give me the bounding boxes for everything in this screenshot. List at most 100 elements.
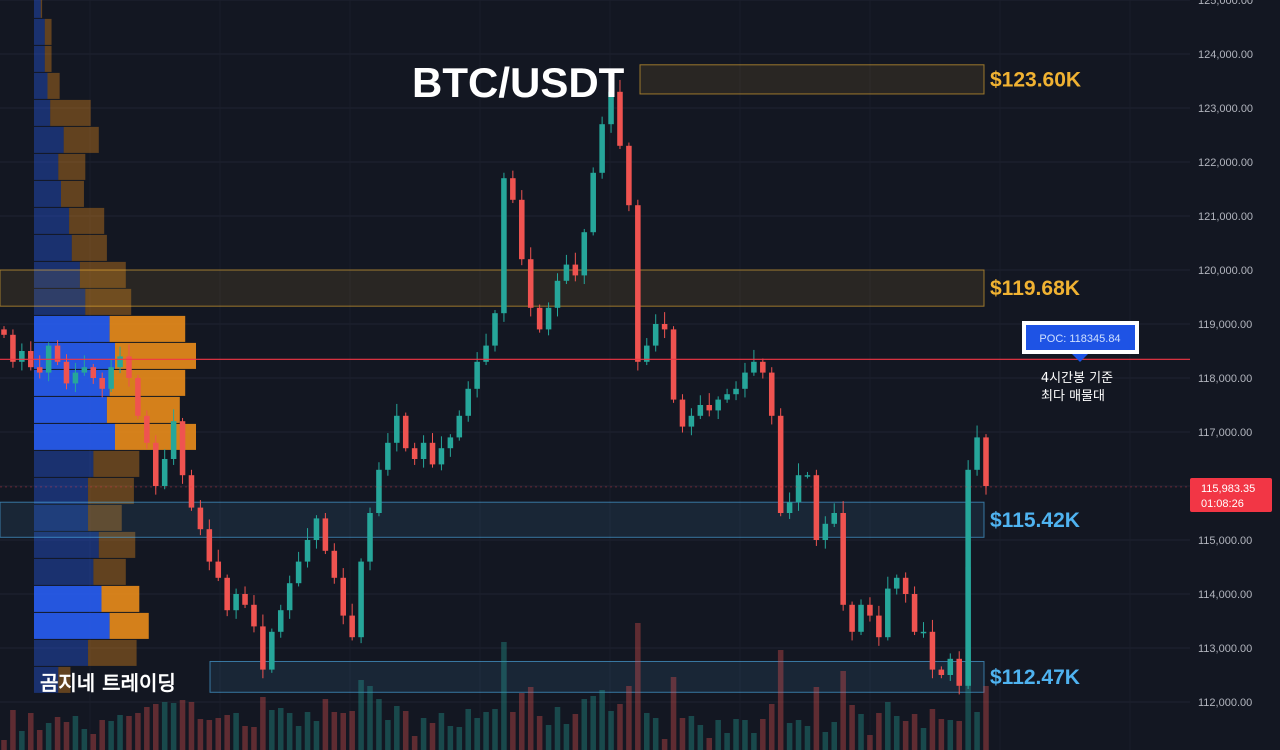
profile-sell-bar bbox=[93, 558, 126, 585]
y-tick-label: 118,000.00 bbox=[1198, 373, 1252, 385]
volume-bar bbox=[840, 671, 846, 750]
volume-bars bbox=[1, 567, 989, 750]
volume-bar bbox=[742, 720, 748, 750]
candle-body bbox=[402, 415, 409, 449]
volume-bar bbox=[277, 708, 284, 750]
candle-body bbox=[974, 437, 980, 470]
volume-bar bbox=[260, 697, 266, 750]
profile-sell-bar bbox=[44, 45, 52, 72]
volume-bar bbox=[599, 690, 605, 750]
volume-bar bbox=[269, 710, 275, 750]
profile-buy-bar bbox=[34, 180, 61, 207]
candle-body bbox=[751, 361, 757, 373]
y-tick-label: 124,000.00 bbox=[1198, 49, 1253, 61]
volume-bar bbox=[929, 709, 936, 750]
volume-bar bbox=[81, 729, 88, 750]
profile-sell-bar bbox=[79, 261, 126, 288]
candle-body bbox=[608, 91, 614, 125]
volume-bar bbox=[126, 716, 132, 750]
volume-bar bbox=[920, 728, 927, 750]
volume-bar bbox=[72, 716, 79, 750]
candle-body bbox=[715, 399, 721, 411]
profile-sell-bar bbox=[40, 0, 43, 18]
candle-body bbox=[36, 367, 43, 373]
volume-bar bbox=[215, 718, 222, 750]
profile-sell-bar bbox=[88, 504, 122, 531]
volume-bar bbox=[956, 721, 962, 750]
volume-bar bbox=[849, 705, 855, 750]
volume-bar bbox=[340, 713, 347, 750]
candle-body bbox=[233, 594, 239, 611]
candle-body bbox=[1, 329, 7, 335]
candle-body bbox=[63, 361, 70, 384]
candle-body bbox=[456, 415, 463, 438]
volume-bar bbox=[349, 711, 355, 750]
candle-body bbox=[429, 442, 436, 465]
volume-bar bbox=[563, 724, 570, 750]
candle-body bbox=[81, 367, 88, 373]
candle-body bbox=[126, 356, 132, 378]
volume-bar bbox=[19, 731, 25, 750]
candle-body bbox=[938, 669, 945, 675]
profile-sell-bar bbox=[85, 288, 132, 315]
candle-body bbox=[777, 415, 784, 513]
volume-bar bbox=[947, 720, 954, 750]
profile-sell-bar bbox=[58, 666, 71, 693]
candle-body bbox=[483, 345, 489, 362]
volume-bar bbox=[643, 713, 650, 750]
profile-buy-bar bbox=[34, 585, 102, 612]
volume-bar bbox=[536, 716, 543, 750]
volume-bar bbox=[635, 623, 641, 750]
volume-bar bbox=[313, 721, 320, 750]
profile-buy-bar bbox=[34, 369, 110, 396]
countdown-label: 01:08:26 bbox=[1201, 498, 1244, 510]
candle-body bbox=[572, 264, 579, 276]
y-tick-label: 121,000.00 bbox=[1198, 211, 1253, 223]
volume-bar bbox=[527, 687, 534, 750]
price-axis[interactable]: 125,000.00 124,000.00 123,000.00 122,000.00… bbox=[1198, 0, 1253, 709]
candle-body bbox=[286, 583, 293, 611]
candle-body bbox=[590, 172, 596, 233]
candle-body bbox=[519, 199, 525, 260]
candle-body bbox=[19, 351, 25, 362]
volume-bar bbox=[670, 677, 677, 750]
volume-bar bbox=[322, 699, 329, 750]
candle-body bbox=[385, 442, 391, 470]
candle-body bbox=[795, 475, 802, 503]
candle-body bbox=[956, 658, 962, 686]
profile-buy-bar bbox=[34, 558, 94, 585]
volume-bar bbox=[10, 710, 16, 750]
volume-bar bbox=[465, 709, 471, 750]
zone-box bbox=[209, 661, 985, 693]
volume-bar bbox=[420, 718, 427, 750]
zone-box bbox=[0, 269, 985, 307]
profile-sell-bar bbox=[101, 585, 140, 612]
candle-body bbox=[394, 415, 400, 443]
candle-body bbox=[117, 356, 123, 368]
candle-body bbox=[920, 631, 927, 634]
candle-body bbox=[322, 518, 329, 551]
profile-sell-bar bbox=[44, 18, 52, 45]
candle-body bbox=[902, 577, 909, 594]
volume-bar bbox=[911, 714, 918, 750]
volume-bar bbox=[938, 719, 945, 750]
profile-buy-bar bbox=[34, 450, 94, 477]
candle-body bbox=[465, 388, 471, 416]
candle-body bbox=[170, 421, 177, 459]
volume-bar bbox=[179, 700, 186, 750]
volume-bar bbox=[206, 720, 213, 750]
y-tick-label: 119,000.00 bbox=[1198, 319, 1252, 331]
candle-body bbox=[197, 507, 204, 530]
volume-bar bbox=[858, 714, 864, 750]
volume-bar bbox=[411, 736, 418, 750]
volume-bar bbox=[777, 650, 784, 750]
candle-body bbox=[911, 594, 918, 632]
volume-bar bbox=[90, 734, 97, 750]
y-tick-label: 122,000.00 bbox=[1198, 157, 1253, 169]
candle-body bbox=[340, 577, 347, 616]
candle-body bbox=[679, 399, 686, 427]
candle-body bbox=[90, 367, 97, 378]
volume-bar bbox=[331, 712, 338, 750]
candle-body bbox=[161, 459, 168, 486]
